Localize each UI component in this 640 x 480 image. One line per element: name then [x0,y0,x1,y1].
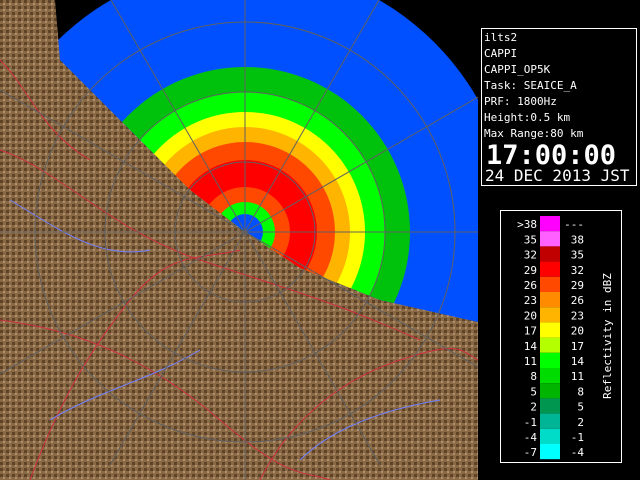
legend-high: 32 [571,264,584,277]
boundaries [0,59,478,480]
legend-swatch [540,231,560,247]
legend-box [500,210,622,463]
legend-low: 14 [524,340,538,353]
legend-low: >38 [517,218,537,231]
rivers [9,199,441,461]
range-rings [0,0,478,480]
legend-low: 23 [524,294,537,307]
legend-swatch [540,261,560,277]
info-line: Max Range:80 km [484,127,584,140]
info-lines: ilts2 CAPPI CAPPI_OP5K Task: SEAICE_A PRF: 1… [484,31,584,140]
legend-high: 38 [571,233,584,246]
legend-title: Reflectivity in dBZ [601,273,614,399]
legend-high: 14 [571,355,585,368]
legend-low: 20 [524,309,537,322]
legend-swatch [540,383,560,399]
legend-high: -1 [571,431,584,444]
legend-swatch [540,352,560,368]
legend-high: 17 [571,340,584,353]
legend-high: 11 [571,370,584,383]
legend-high: 5 [577,401,584,414]
date: 24 DEC 2013 JST [485,166,630,185]
legend-high: 35 [571,249,584,262]
legend-high: -4 [571,446,585,459]
legend: >38 --- 35 38 32 35 29 32 26 29 23 26 20 23 17 20 14 17 11… [517,216,585,460]
legend-low: 2 [530,401,537,414]
info-line: Height:0.5 km [484,111,570,124]
info-line: CAPPI [484,47,517,60]
legend-high: 8 [577,385,584,398]
map [0,0,478,480]
legend-high: 2 [577,416,584,429]
info-line: ilts2 [484,31,517,44]
info-line: PRF: 1800Hz [484,95,557,108]
legend-swatch [540,292,560,308]
land [0,0,478,480]
legend-low: -7 [524,446,537,459]
time: 17:00:00 [486,140,616,171]
legend-low: -1 [524,416,537,429]
legend-high: 23 [571,309,584,322]
legend-low: 11 [524,355,537,368]
legend-swatch [540,444,560,460]
legend-high: --- [564,218,584,231]
legend-low: 5 [530,385,537,398]
legend-low: 35 [524,233,537,246]
legend-low: -4 [524,431,538,444]
legend-low: 29 [524,264,537,277]
legend-high: 26 [571,294,584,307]
info-line: Task: SEAICE_A [484,79,577,92]
legend-low: 26 [524,279,537,292]
legend-low: 8 [530,370,537,383]
legend-swatch [540,368,560,384]
legend-swatch [540,246,560,262]
legend-swatch [540,337,560,353]
legend-low: 32 [524,249,537,262]
legend-swatch [540,276,560,292]
legend-swatch [540,322,560,338]
legend-high: 20 [571,325,584,338]
info-panel [481,28,637,186]
legend-swatch [540,413,560,429]
legend-swatch [540,307,560,323]
info-line: CAPPI_OP5K [484,63,551,76]
legend-low: 17 [524,325,537,338]
legend-swatch [540,398,560,414]
legend-high: 29 [571,279,584,292]
legend-swatch [540,216,560,232]
legend-swatch [540,428,560,444]
